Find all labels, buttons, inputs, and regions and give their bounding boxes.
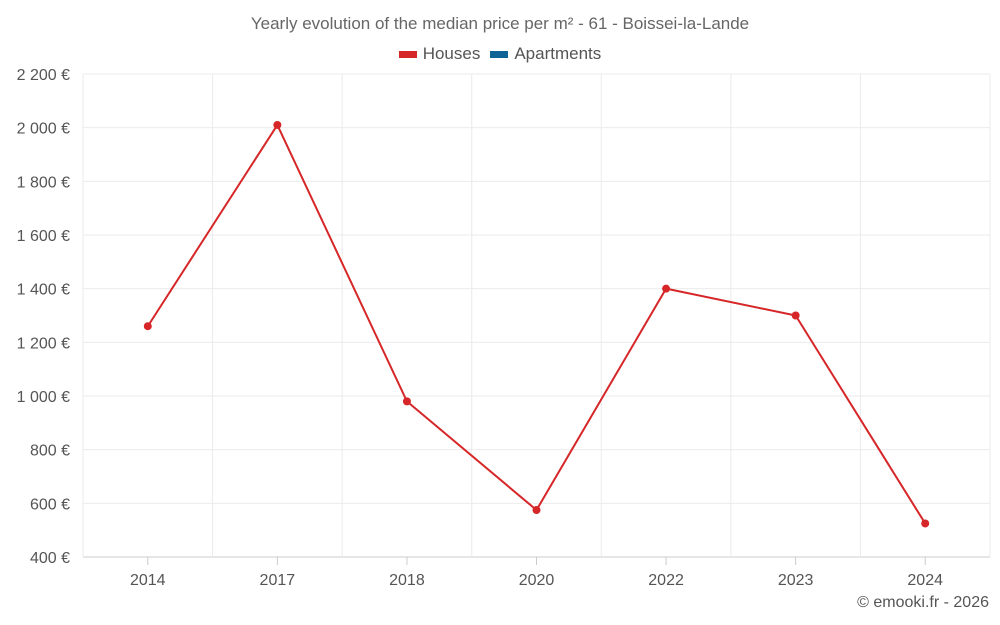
legend-label-apartments: Apartments: [514, 44, 602, 63]
legend-swatch-houses: [398, 50, 417, 58]
legend-label-houses: Houses: [422, 44, 481, 63]
data-point-houses: [921, 519, 930, 528]
x-tick-label: 2018: [389, 572, 425, 589]
y-tick-label: 2 200 €: [17, 67, 70, 84]
legend-item-apartments[interactable]: Apartments: [490, 44, 601, 64]
data-point-houses: [402, 397, 411, 406]
x-tick-label: 2017: [260, 572, 296, 589]
y-tick-label: 1 000 €: [17, 389, 70, 406]
y-tick-label: 1 800 €: [17, 174, 70, 191]
y-tick-label: 1 400 €: [17, 282, 70, 299]
y-tick-label: 1 200 €: [17, 335, 70, 352]
x-tick-label: 2014: [130, 572, 166, 589]
data-point-houses: [143, 322, 152, 331]
data-point-houses: [273, 120, 282, 129]
y-tick-label: 800 €: [30, 443, 70, 460]
data-point-houses: [791, 311, 800, 320]
x-tick-label: 2024: [907, 572, 943, 589]
legend-swatch-apartments: [490, 50, 509, 58]
x-tick-label: 2022: [648, 572, 684, 589]
y-tick-label: 1 600 €: [17, 228, 70, 245]
y-tick-label: 600 €: [30, 496, 70, 513]
chart-legend: Houses Apartments: [0, 44, 1000, 64]
data-point-houses: [532, 506, 541, 515]
series-line-houses: [146, 123, 927, 524]
x-tick-label: 2020: [519, 572, 555, 589]
y-tick-label: 2 000 €: [17, 121, 70, 138]
y-tick-label: 400 €: [30, 550, 70, 567]
x-tick-label: 2023: [778, 572, 814, 589]
chart-title: Yearly evolution of the median price per…: [250, 14, 750, 33]
legend-item-houses[interactable]: Houses: [398, 44, 481, 64]
credit-text: © emooki.fr - 2026: [857, 594, 989, 611]
data-point-houses: [662, 284, 671, 293]
